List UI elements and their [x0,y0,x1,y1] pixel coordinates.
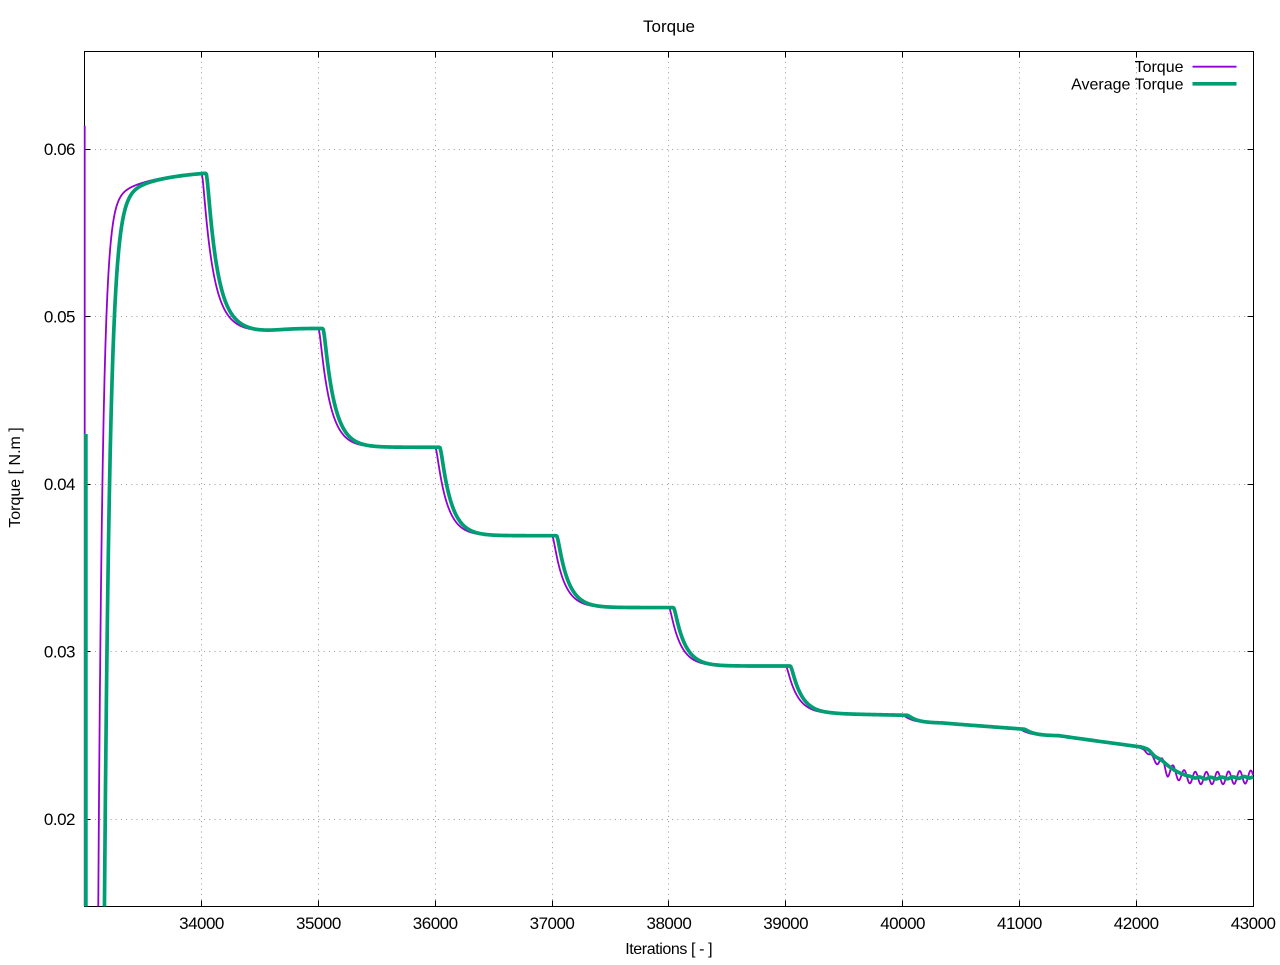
svg-text:Average Torque: Average Torque [1071,76,1183,93]
svg-text:39000: 39000 [763,914,808,933]
svg-text:0.03: 0.03 [44,643,75,662]
svg-text:Torque: Torque [1135,59,1184,76]
svg-text:0.02: 0.02 [44,810,75,829]
svg-text:40000: 40000 [880,914,925,933]
svg-text:37000: 37000 [530,914,575,933]
svg-text:0.04: 0.04 [44,475,75,494]
svg-text:Torque [ N.m ]: Torque [ N.m ] [7,427,24,527]
svg-text:36000: 36000 [413,914,458,933]
svg-text:43000: 43000 [1231,914,1276,933]
svg-text:38000: 38000 [647,914,692,933]
svg-text:Torque: Torque [643,17,695,36]
svg-text:0.06: 0.06 [44,140,75,159]
svg-text:Iterations [ - ]: Iterations [ - ] [625,941,712,958]
svg-text:41000: 41000 [997,914,1042,933]
svg-text:42000: 42000 [1114,914,1159,933]
svg-text:34000: 34000 [179,914,224,933]
svg-text:35000: 35000 [296,914,341,933]
svg-text:0.05: 0.05 [44,308,75,327]
